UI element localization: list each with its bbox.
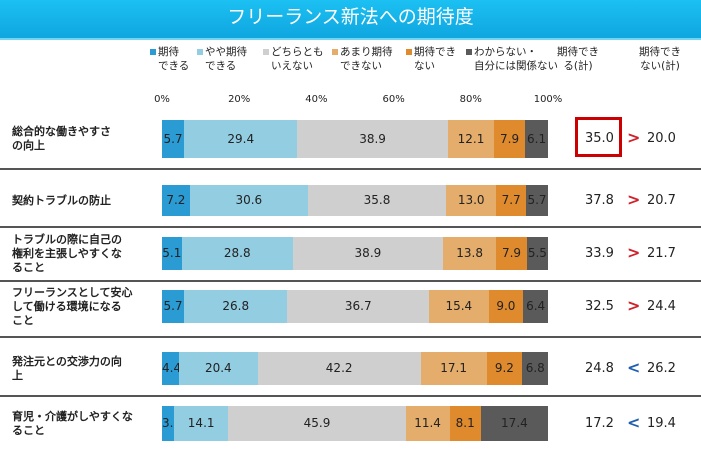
bar-segment: 26.8 — [184, 290, 288, 323]
expect-total: 24.8 — [585, 360, 614, 376]
bar-segment: 6.8 — [522, 352, 549, 385]
x-tick-label: 60% — [382, 94, 405, 105]
category-label: 育児・介護がしやすくな ること — [12, 409, 133, 437]
category-label: トラブルの際に自己の 権利を主張しやすくな ること — [12, 232, 122, 274]
x-tick-label: 80% — [459, 94, 482, 105]
x-tick-label: 40% — [305, 94, 328, 105]
column-header: 期待でき ない(計) — [639, 46, 681, 72]
legend-swatch — [332, 49, 338, 55]
bar-segment: 35.8 — [307, 185, 447, 216]
bar-segment: 30.6 — [189, 185, 308, 216]
bar-segment: 28.8 — [181, 237, 293, 270]
expect-total: 37.8 — [585, 192, 614, 208]
legend-item: あまり期待 できない — [332, 45, 393, 73]
bar-segment: 12.1 — [447, 120, 495, 158]
not-expect-total: 20.7 — [647, 192, 676, 208]
legend-item: やや期待 できる — [197, 45, 247, 73]
legend-swatch — [197, 49, 203, 55]
comparison-sign: > — [627, 128, 641, 147]
bar-segment: 14.1 — [173, 406, 229, 441]
bar-segment: 7.9 — [494, 120, 525, 158]
bar-segment: 5.7 — [162, 290, 184, 323]
bar-segment: 38.9 — [297, 120, 448, 158]
not-expect-total: 19.4 — [647, 415, 676, 431]
not-expect-total: 24.4 — [647, 298, 676, 314]
x-tick-label: 0% — [154, 94, 170, 105]
legend-swatch — [263, 49, 269, 55]
bar-segment: 11.4 — [405, 406, 450, 441]
not-expect-total: 21.7 — [647, 245, 676, 261]
legend-item: 期待 できる — [150, 45, 189, 73]
bar-segment: 9.0 — [488, 290, 524, 323]
row-separator — [0, 280, 701, 282]
bar-segment: 6.1 — [524, 120, 549, 158]
category-label: 総合的な働きやすさ の向上 — [12, 125, 111, 152]
not-expect-total: 26.2 — [647, 360, 676, 376]
expect-total: 32.5 — [585, 298, 614, 314]
bar-segment: 13.8 — [443, 237, 497, 270]
bar-segment: 3.1 — [162, 406, 181, 441]
bar-segment: 5.5 — [526, 237, 548, 270]
comparison-sign: > — [627, 295, 641, 315]
bar-segment: 17.1 — [420, 352, 487, 385]
category-label: 契約トラブルの防止 — [12, 193, 111, 207]
bar-segment: 4.4 — [162, 352, 181, 385]
expect-total: 33.9 — [585, 245, 614, 261]
bar-segment: 20.4 — [178, 352, 258, 385]
bar-segment: 7.9 — [496, 237, 527, 270]
chart-title: フリーランス新法への期待度 — [0, 0, 701, 40]
legend-item: わからない・ 自分には関係ない — [466, 45, 558, 73]
bar-segment: 7.7 — [496, 185, 526, 216]
legend-swatch — [150, 49, 156, 55]
comparison-sign: > — [627, 242, 641, 262]
bar-segment: 45.9 — [228, 406, 406, 441]
bar-segment: 29.4 — [184, 120, 298, 158]
bar-segment: 8.1 — [449, 406, 481, 441]
bar-segment: 42.2 — [257, 352, 421, 385]
comparison-sign: < — [627, 412, 641, 432]
bar-segment: 17.4 — [480, 406, 548, 441]
legend-item: どちらとも いえない — [263, 45, 324, 73]
bar-segment: 5.1 — [162, 237, 182, 270]
bar-segment: 6.4 — [523, 290, 548, 323]
bar-segment: 9.2 — [486, 352, 523, 385]
row-separator — [0, 336, 701, 338]
legend-swatch — [406, 49, 412, 55]
bar-segment: 38.9 — [292, 237, 443, 270]
comparison-sign: < — [627, 357, 641, 377]
legend-item: 期待でき ない — [406, 45, 456, 73]
category-label: 発注元との交渉力の向上 — [12, 354, 122, 382]
legend-swatch — [466, 49, 472, 55]
x-tick-label: 100% — [533, 94, 563, 105]
bar-segment: 7.2 — [162, 185, 190, 216]
x-tick-label: 20% — [228, 94, 251, 105]
bar-segment: 13.0 — [446, 185, 497, 216]
not-expect-total: 20.0 — [647, 131, 676, 146]
comparison-sign: > — [627, 189, 641, 209]
bar-segment: 5.7 — [525, 185, 548, 216]
row-separator — [0, 226, 701, 228]
row-separator — [0, 395, 701, 397]
category-label: フリーランスとして安心 して働ける環境になる こと — [12, 285, 133, 327]
highlight-box — [575, 117, 622, 157]
expect-total: 17.2 — [585, 415, 614, 431]
column-header: 期待でき る(計) — [557, 46, 599, 72]
row-separator — [0, 168, 701, 170]
bar-segment: 15.4 — [429, 290, 489, 323]
bar-segment: 5.7 — [162, 120, 184, 158]
bar-segment: 36.7 — [287, 290, 430, 323]
expect-total: 35.0 — [585, 131, 614, 146]
